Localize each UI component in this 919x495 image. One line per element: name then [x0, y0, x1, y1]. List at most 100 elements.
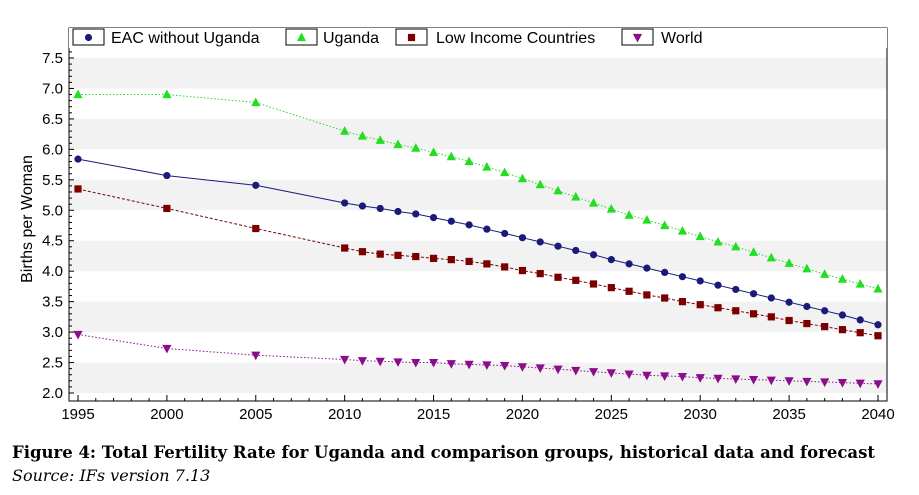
- legend-marker: [296, 32, 307, 42]
- data-point: [163, 171, 171, 180]
- data-point: [393, 358, 403, 367]
- data-point: [837, 379, 848, 388]
- data-point: [696, 301, 704, 309]
- data-point: [74, 185, 82, 193]
- series-low-income-countries: [74, 185, 882, 340]
- y-tick-label: 3.0: [42, 324, 63, 341]
- data-point: [517, 363, 528, 372]
- data-point: [572, 246, 580, 255]
- data-point: [625, 260, 633, 268]
- data-point: [713, 374, 723, 384]
- series-line: [77, 334, 879, 385]
- data-point: [820, 378, 830, 388]
- data-point: [731, 375, 741, 384]
- fertility-line-chart: 2.0 2.5 3.0 3.5 4.0 4.5 5.0 5.5 6.0 6.5 7.0 7.5 199…: [19, 27, 895, 423]
- data-point: [784, 258, 794, 267]
- data-point: [162, 89, 172, 99]
- data-point: [749, 290, 758, 298]
- data-point: [536, 270, 544, 278]
- data-point: [412, 252, 420, 261]
- data-point: [732, 285, 740, 294]
- data-point: [803, 319, 811, 328]
- data-point: [517, 173, 528, 183]
- data-point: [340, 126, 350, 135]
- data-point: [465, 221, 473, 229]
- data-point: [873, 283, 883, 293]
- data-point: [677, 225, 688, 235]
- data-point: [624, 370, 634, 380]
- data-point: [642, 371, 652, 381]
- data-point: [802, 377, 812, 387]
- series-uganda: [73, 89, 883, 293]
- x-tick-label: 2040: [861, 406, 894, 423]
- data-point: [784, 377, 794, 386]
- data-point: [429, 254, 438, 262]
- data-point: [588, 368, 599, 377]
- data-point: [357, 130, 368, 140]
- grid-band: [69, 118, 887, 150]
- data-point: [429, 213, 438, 222]
- y-tick-label: 2.5: [42, 355, 63, 372]
- data-point: [660, 372, 670, 381]
- data-point: [553, 185, 563, 195]
- y-tick-label: 4.0: [42, 263, 63, 280]
- figure-source: Source: IFs version 7.13: [12, 466, 211, 485]
- legend-label: EAC without Uganda: [111, 30, 260, 47]
- legend-item: EAC without Uganda: [72, 28, 260, 47]
- data-point: [446, 151, 456, 161]
- x-axis: 1995 2000 2005 2010 2015 2020 2025 2030 2035 2040: [61, 395, 895, 423]
- data-point: [748, 376, 759, 385]
- legend-background: [69, 28, 887, 48]
- data-point: [447, 217, 455, 225]
- data-point: [838, 326, 847, 334]
- data-point: [766, 252, 776, 262]
- y-tick-label: 4.5: [42, 233, 63, 250]
- data-point: [677, 372, 688, 382]
- figure-caption: Figure 4: Total Fertility Rate for Ugand…: [12, 443, 875, 462]
- x-tick-label: 2000: [150, 406, 183, 423]
- data-point: [341, 199, 349, 207]
- y-tick-label: 5.0: [42, 202, 63, 219]
- data-point: [482, 361, 492, 370]
- x-tick-label: 2025: [595, 406, 628, 423]
- data-point: [695, 374, 705, 383]
- data-point: [376, 204, 384, 213]
- series-world: [73, 330, 883, 389]
- x-tick-label: 2030: [684, 406, 717, 423]
- data-point: [393, 139, 403, 149]
- data-point: [766, 376, 776, 386]
- data-point: [73, 89, 83, 99]
- data-point: [767, 313, 775, 321]
- data-point: [571, 366, 581, 376]
- data-point: [855, 278, 865, 288]
- data-point: [518, 266, 527, 275]
- data-point: [695, 231, 705, 241]
- data-point: [465, 257, 473, 266]
- data-point: [714, 304, 722, 312]
- data-point: [554, 242, 562, 250]
- legend-item: Uganda: [285, 28, 379, 47]
- data-point: [483, 225, 491, 233]
- legend: EAC without Uganda Uganda Low Income Count…: [69, 28, 887, 48]
- data-point: [696, 277, 704, 285]
- data-point: [802, 263, 812, 273]
- legend-label: World: [661, 30, 703, 47]
- data-point: [357, 357, 368, 366]
- grid-band: [69, 362, 887, 393]
- data-point: [748, 247, 759, 256]
- data-point: [252, 181, 260, 189]
- data-point: [606, 204, 616, 213]
- data-point: [714, 281, 722, 289]
- x-tick-label: 2035: [772, 406, 805, 423]
- data-point: [856, 316, 864, 324]
- legend-item: World: [621, 28, 703, 47]
- data-point: [394, 207, 402, 216]
- data-point: [535, 179, 545, 189]
- data-point: [588, 197, 599, 207]
- data-point: [251, 97, 261, 107]
- data-point: [554, 273, 562, 281]
- legend-label: Low Income Countries: [436, 30, 595, 47]
- data-point: [411, 358, 421, 368]
- data-point: [678, 273, 687, 281]
- data-point: [607, 256, 615, 264]
